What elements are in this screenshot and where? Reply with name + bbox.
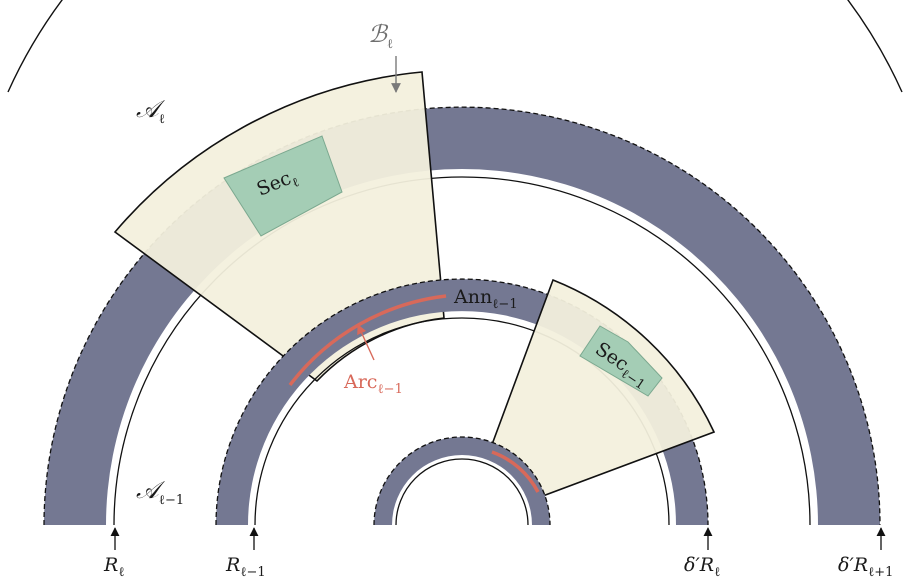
label-script-b-ell: ℬℓ — [368, 20, 393, 52]
label-arc-ell-minus-1: Arcℓ−1 — [343, 371, 403, 397]
axis-label-delta-r-ell: δ′Rℓ — [684, 554, 720, 580]
annulus-innermost-outer-dashed — [373, 436, 551, 526]
arc-inner-small — [491, 450, 540, 493]
annulus-a-ell — [44, 107, 880, 526]
label-script-a-ell: 𝒜ℓ — [136, 95, 166, 127]
axis-label-r-ell: Rℓ — [103, 554, 125, 580]
sec-ell-region — [223, 135, 343, 237]
axis-label-r-ell-minus-1: Rℓ−1 — [225, 554, 266, 580]
label-script-a-ell-minus-1: 𝒜ℓ−1 — [136, 476, 184, 508]
label-ann-ell-minus-1: Annℓ−1 — [453, 286, 518, 312]
sec-ell-minus-1-region — [579, 325, 663, 397]
axis-label-delta-r-ell-plus-1: δ′Rℓ+1 — [838, 554, 893, 580]
outer-boundary-arc — [7, 0, 903, 93]
annulus-a-ell-outer-dashed — [43, 106, 881, 526]
annulus-innermost-inner-edge — [395, 458, 529, 526]
annulus-a-ell-inner-edge — [113, 176, 811, 526]
arc-pointer-arrow — [357, 324, 375, 361]
